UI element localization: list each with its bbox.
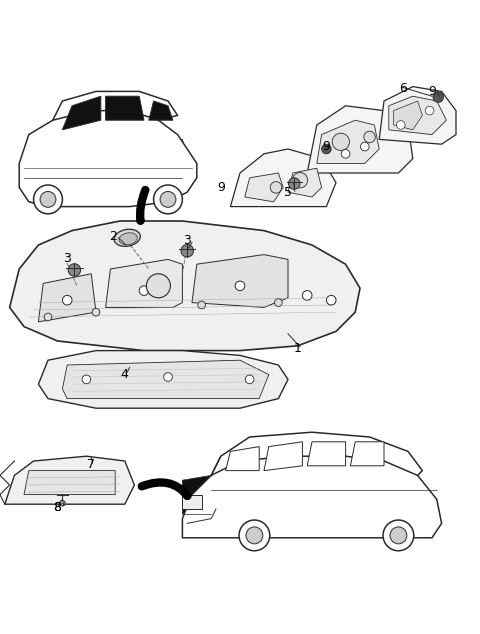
Circle shape	[245, 375, 254, 384]
Polygon shape	[149, 101, 173, 120]
Circle shape	[239, 520, 270, 551]
Circle shape	[302, 290, 312, 301]
Circle shape	[198, 301, 205, 309]
Polygon shape	[389, 96, 446, 134]
Polygon shape	[62, 360, 269, 399]
Circle shape	[62, 295, 72, 305]
Ellipse shape	[114, 230, 140, 247]
Circle shape	[332, 133, 349, 150]
Text: 8: 8	[54, 501, 61, 514]
Polygon shape	[307, 442, 346, 466]
Circle shape	[68, 264, 81, 276]
Circle shape	[235, 281, 245, 290]
Circle shape	[360, 142, 369, 151]
Polygon shape	[350, 442, 384, 466]
Polygon shape	[106, 259, 182, 307]
Text: 6: 6	[399, 82, 407, 96]
Text: 4: 4	[121, 368, 129, 381]
Polygon shape	[24, 470, 115, 495]
Circle shape	[44, 313, 52, 321]
Circle shape	[275, 299, 282, 306]
FancyArrowPatch shape	[140, 190, 145, 221]
Polygon shape	[307, 106, 413, 173]
Text: 9: 9	[323, 140, 330, 153]
Circle shape	[288, 178, 300, 190]
Polygon shape	[226, 446, 259, 470]
Circle shape	[326, 295, 336, 305]
Circle shape	[160, 191, 176, 207]
Text: 3: 3	[63, 252, 71, 265]
Polygon shape	[264, 442, 302, 470]
Circle shape	[390, 527, 407, 544]
Polygon shape	[106, 96, 144, 120]
Polygon shape	[230, 149, 336, 207]
Polygon shape	[19, 110, 197, 207]
Circle shape	[164, 373, 172, 381]
Polygon shape	[394, 101, 422, 130]
Circle shape	[139, 286, 149, 295]
Polygon shape	[182, 456, 442, 538]
Circle shape	[425, 107, 434, 115]
Polygon shape	[288, 168, 322, 197]
FancyArrowPatch shape	[142, 482, 187, 496]
Circle shape	[433, 92, 444, 103]
Polygon shape	[192, 255, 288, 307]
Circle shape	[341, 150, 350, 158]
Polygon shape	[10, 221, 360, 351]
Circle shape	[246, 527, 263, 544]
Polygon shape	[182, 495, 202, 509]
Polygon shape	[182, 476, 211, 514]
Circle shape	[396, 120, 405, 129]
Text: 8: 8	[54, 501, 61, 514]
Circle shape	[82, 375, 91, 384]
Circle shape	[270, 181, 282, 193]
Text: 2: 2	[109, 230, 117, 243]
Text: 5: 5	[284, 186, 292, 198]
Circle shape	[92, 308, 100, 316]
Circle shape	[364, 131, 375, 143]
Polygon shape	[38, 274, 96, 322]
Polygon shape	[317, 120, 379, 164]
Circle shape	[292, 172, 308, 188]
Circle shape	[40, 191, 56, 207]
Text: 9: 9	[428, 85, 436, 98]
Circle shape	[154, 185, 182, 214]
Polygon shape	[245, 173, 283, 202]
Circle shape	[383, 520, 414, 551]
Polygon shape	[379, 87, 456, 144]
Circle shape	[34, 185, 62, 214]
Circle shape	[60, 500, 65, 506]
Polygon shape	[62, 96, 101, 130]
Circle shape	[322, 144, 331, 154]
Text: 9: 9	[217, 181, 225, 194]
Circle shape	[146, 274, 170, 298]
Text: 3: 3	[183, 234, 191, 247]
Circle shape	[181, 245, 193, 257]
Polygon shape	[5, 456, 134, 504]
Polygon shape	[34, 139, 192, 192]
Polygon shape	[38, 351, 288, 408]
Text: 1: 1	[294, 342, 301, 354]
Text: 7: 7	[87, 458, 95, 471]
Ellipse shape	[119, 233, 137, 245]
